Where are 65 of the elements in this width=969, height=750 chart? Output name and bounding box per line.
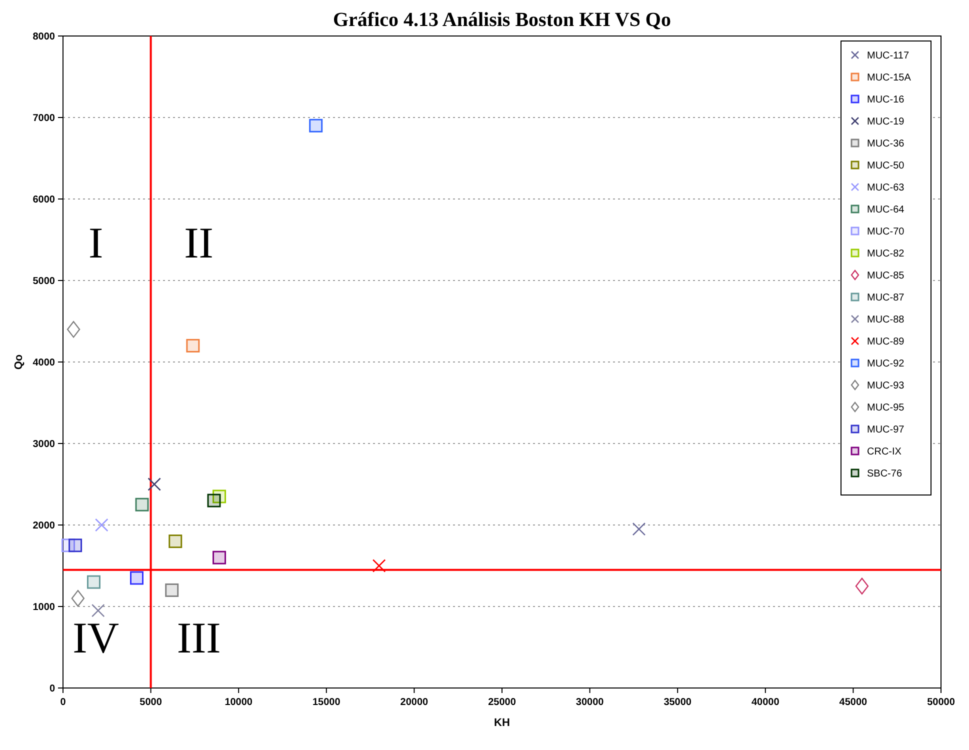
point: [632, 522, 646, 536]
legend-label: MUC-15A: [867, 72, 912, 84]
legend-label: MUC-95: [867, 402, 905, 414]
x-tick-label: 5000: [140, 697, 162, 708]
legend-label: MUC-16: [867, 94, 905, 106]
point: [71, 590, 85, 607]
annotation: III: [176, 614, 221, 663]
point: [168, 534, 182, 548]
y-tick-label: 8000: [32, 32, 56, 42]
legend-label: MUC-93: [867, 380, 905, 392]
legend-label: MUC-64: [867, 204, 905, 216]
legend-label: MUC-82: [867, 248, 905, 260]
y-tick-label: 5000: [32, 276, 56, 287]
y-tick-label: 7000: [32, 113, 56, 124]
legend-label: MUC-87: [867, 292, 905, 304]
legend-label: CRC-IX: [867, 446, 902, 458]
y-tick-label: 0: [49, 684, 56, 694]
y-axis-title: Qo: [13, 354, 25, 370]
x-tick-label: 45000: [839, 697, 868, 708]
y-tick-label: 1000: [32, 602, 56, 613]
x-tick-label: 40000: [751, 697, 780, 708]
x-tick-label: 0: [60, 697, 66, 708]
x-tick-label: 50000: [927, 697, 956, 708]
point: [165, 583, 179, 597]
point: [855, 578, 869, 595]
x-tick-label: 35000: [664, 697, 692, 708]
point: [148, 478, 161, 491]
point: [212, 550, 226, 564]
point: [372, 559, 386, 572]
point: [68, 538, 82, 552]
point: [207, 494, 221, 508]
x-tick-label: 10000: [224, 697, 253, 708]
x-tick-label: 30000: [576, 697, 604, 708]
point: [66, 321, 80, 338]
annotation: IV: [72, 614, 120, 663]
legend-label: MUC-50: [867, 160, 905, 172]
point: [135, 498, 149, 512]
legend-label: MUC-88: [867, 314, 905, 326]
legend-label: MUC-70: [867, 226, 905, 238]
legend-label: MUC-92: [867, 358, 905, 370]
legend-label: MUC-97: [867, 424, 905, 436]
y-tick-label: 3000: [32, 439, 56, 450]
x-tick-label: 15000: [312, 697, 341, 708]
legend-label: MUC-36: [867, 138, 905, 150]
point: [186, 338, 200, 352]
y-tick-label: 4000: [32, 358, 56, 368]
legend-label: MUC-19: [867, 116, 905, 128]
x-axis-title: KH: [494, 717, 510, 729]
point: [86, 575, 100, 589]
point: [94, 518, 108, 532]
legend-label: SBC-76: [867, 468, 902, 480]
y-tick-label: 6000: [32, 194, 56, 206]
x-tick-label: 20000: [400, 697, 429, 708]
annotation: II: [184, 218, 214, 268]
point: [130, 571, 144, 585]
legend-label: MUC-89: [867, 336, 905, 348]
x-tick-label: 25000: [488, 697, 516, 708]
legend-label: MUC-85: [867, 270, 905, 282]
point: [309, 118, 323, 132]
annotation: I: [88, 218, 104, 268]
legend-label: MUC-63: [867, 182, 905, 194]
y-tick-label: 2000: [32, 520, 56, 532]
legend-label: MUC-117: [867, 50, 910, 62]
point: [91, 604, 105, 618]
chart-title: Gráfico 4.13 Análisis Boston KH VS Qo: [332, 9, 672, 31]
